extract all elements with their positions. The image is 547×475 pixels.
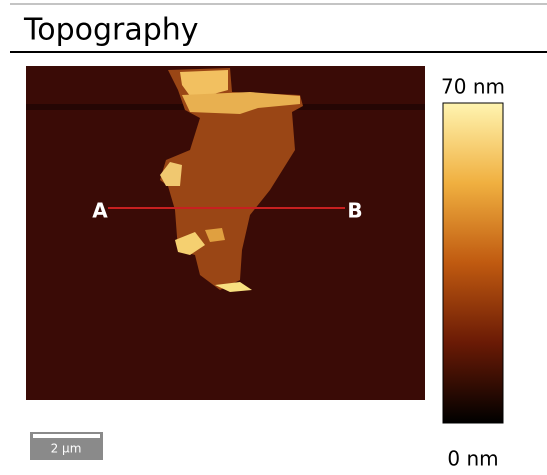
profile-start-label: A <box>92 199 108 223</box>
figure-svg: Topography A B 2 µm 70 nm 0 nm <box>0 0 547 475</box>
figure: Topography A B 2 µm 70 nm 0 nm <box>0 0 547 475</box>
scale-bar-label: 2 µm <box>51 442 82 456</box>
colorbar-max-label: 70 nm <box>441 75 505 99</box>
scale-bar <box>33 434 100 438</box>
colorbar <box>443 103 503 423</box>
title: Topography <box>23 13 199 48</box>
profile-end-label: B <box>347 199 362 223</box>
colorbar-min-label: 0 nm <box>447 447 498 471</box>
